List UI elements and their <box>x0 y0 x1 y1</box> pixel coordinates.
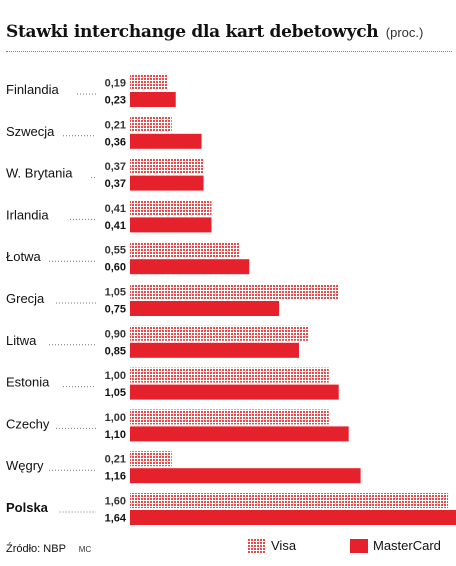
category-label-polska: Polska <box>6 500 49 515</box>
value-label-visa-łotwa: 0,55 <box>105 245 126 257</box>
category-label-estonia: Estonia <box>6 375 50 390</box>
value-label-mastercard-łotwa: 0,60 <box>105 262 126 274</box>
value-label-mastercard-finlandia: 0,23 <box>105 95 126 107</box>
bar-visa-węgry <box>130 451 172 467</box>
chart-footer: Źródło: NBP MC <box>6 543 91 555</box>
bar-visa-w-brytania <box>130 158 204 174</box>
bar-mastercard-w-brytania <box>130 175 204 191</box>
bar-visa-czechy <box>130 409 329 425</box>
category-label-w-brytania: W. Brytania <box>6 166 73 181</box>
value-label-visa-czechy: 1,00 <box>105 412 126 424</box>
credit-label: MC <box>78 545 92 554</box>
bar-mastercard-grecja <box>130 301 280 316</box>
bar-visa-estonia <box>130 367 329 383</box>
bar-mastercard-węgry <box>130 468 361 484</box>
value-label-mastercard-polska: 1,64 <box>105 513 127 525</box>
bar-mastercard-łotwa <box>130 259 250 275</box>
value-label-mastercard-litwa: 0,85 <box>105 345 126 357</box>
value-label-visa-węgry: 0,21 <box>105 454 126 466</box>
title-divider <box>6 51 452 52</box>
value-label-visa-polska: 1,60 <box>105 496 126 508</box>
bar-mastercard-szwecja <box>130 133 202 149</box>
category-label-czechy: Czechy <box>6 416 50 431</box>
category-label-grecja: Grecja <box>6 291 45 306</box>
bar-visa-grecja <box>130 284 339 299</box>
bar-mastercard-estonia <box>130 384 339 400</box>
value-label-mastercard-szwecja: 0,36 <box>105 136 126 148</box>
legend-item-mastercard: MasterCard <box>350 538 441 553</box>
value-label-mastercard-czechy: 1,10 <box>105 429 126 441</box>
value-label-visa-szwecja: 0,21 <box>105 119 126 131</box>
legend-label-mastercard: MasterCard <box>373 538 441 553</box>
value-label-mastercard-w-brytania: 0,37 <box>105 178 126 190</box>
value-label-visa-grecja: 1,05 <box>105 287 126 299</box>
value-label-mastercard-węgry: 1,16 <box>105 471 126 483</box>
chart-title-row: Stawki interchange dla kart debetowych (… <box>6 22 423 42</box>
bar-mastercard-czechy <box>130 426 349 442</box>
category-label-szwecja: Szwecja <box>6 124 55 139</box>
bar-mastercard-irlandia <box>130 217 212 233</box>
bar-visa-szwecja <box>130 116 172 132</box>
legend-swatch-mastercard <box>350 538 368 553</box>
value-label-visa-irlandia: 0,41 <box>105 203 126 215</box>
value-label-mastercard-estonia: 1,05 <box>105 387 126 399</box>
category-label-irlandia: Irlandia <box>6 207 49 222</box>
category-label-węgry: Węgry <box>6 458 44 473</box>
bar-visa-polska <box>130 493 449 508</box>
value-label-visa-litwa: 0,90 <box>105 328 126 340</box>
bar-visa-łotwa <box>130 242 240 258</box>
value-label-visa-w-brytania: 0,37 <box>105 161 126 173</box>
legend-swatch-visa <box>248 538 266 553</box>
bar-mastercard-litwa <box>130 342 299 358</box>
bar-mastercard-finlandia <box>130 92 176 107</box>
source-label: Źródło: NBP <box>6 543 66 555</box>
category-label-finlandia: Finlandia <box>6 82 60 97</box>
legend-label-visa: Visa <box>271 538 297 553</box>
category-label-łotwa: Łotwa <box>6 249 41 264</box>
category-label-litwa: Litwa <box>6 333 37 348</box>
bar-visa-irlandia <box>130 200 212 216</box>
legend-item-visa: Visa <box>248 538 296 553</box>
bar-visa-finlandia <box>130 75 168 90</box>
chart-bars: 0,19 0,23 Finlandia 0,21 0,36 Szwecja 0,37 0,37… <box>6 75 456 525</box>
chart-unit: (proc.) <box>385 25 424 40</box>
value-label-mastercard-irlandia: 0,41 <box>105 220 126 232</box>
value-label-visa-estonia: 1,00 <box>105 370 126 382</box>
bar-visa-litwa <box>130 325 309 341</box>
bar-mastercard-polska <box>130 510 456 525</box>
chart-title: Stawki interchange dla kart debetowych <box>6 22 379 42</box>
value-label-visa-finlandia: 0,19 <box>105 78 126 90</box>
value-label-mastercard-grecja: 0,75 <box>105 304 126 316</box>
